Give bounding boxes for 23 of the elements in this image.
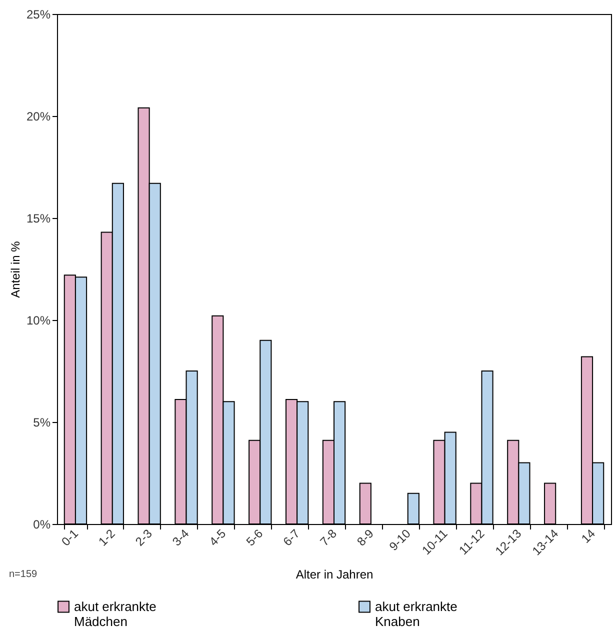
x-tick-label: 1-2: [96, 526, 118, 549]
x-tick-label: 6-7: [280, 526, 303, 549]
y-tick-label: 5%: [33, 416, 51, 430]
y-tick-label: 0%: [33, 518, 51, 532]
bar: [544, 482, 556, 524]
text: n=159: [8, 569, 38, 580]
y-tick-label: 10%: [26, 314, 51, 328]
x-tick-label: 14: [578, 526, 598, 546]
legend-label: akut erkrankte Knaben: [375, 598, 458, 629]
y-tick-label: 25%: [26, 8, 51, 22]
x-axis-title: Alter in Jahren: [296, 567, 374, 582]
x-tick-label: 5-6: [243, 526, 266, 549]
x-tick-label: 8-9: [354, 526, 377, 549]
x-tick-label: 2-3: [132, 526, 156, 549]
x-tick-label: 3-4: [170, 526, 192, 549]
x-tick-label: 4-5: [206, 526, 229, 549]
legend-label: akut erkrankte Mädchen: [74, 598, 156, 629]
x-tick-label: 0-1: [58, 526, 82, 549]
y-tick-label: 20%: [26, 110, 51, 124]
y-axis-title: Anteil in %: [8, 240, 22, 298]
x-tick-label: 7-8: [317, 526, 340, 549]
y-tick-label: 15%: [26, 212, 51, 226]
bar: [359, 482, 372, 524]
